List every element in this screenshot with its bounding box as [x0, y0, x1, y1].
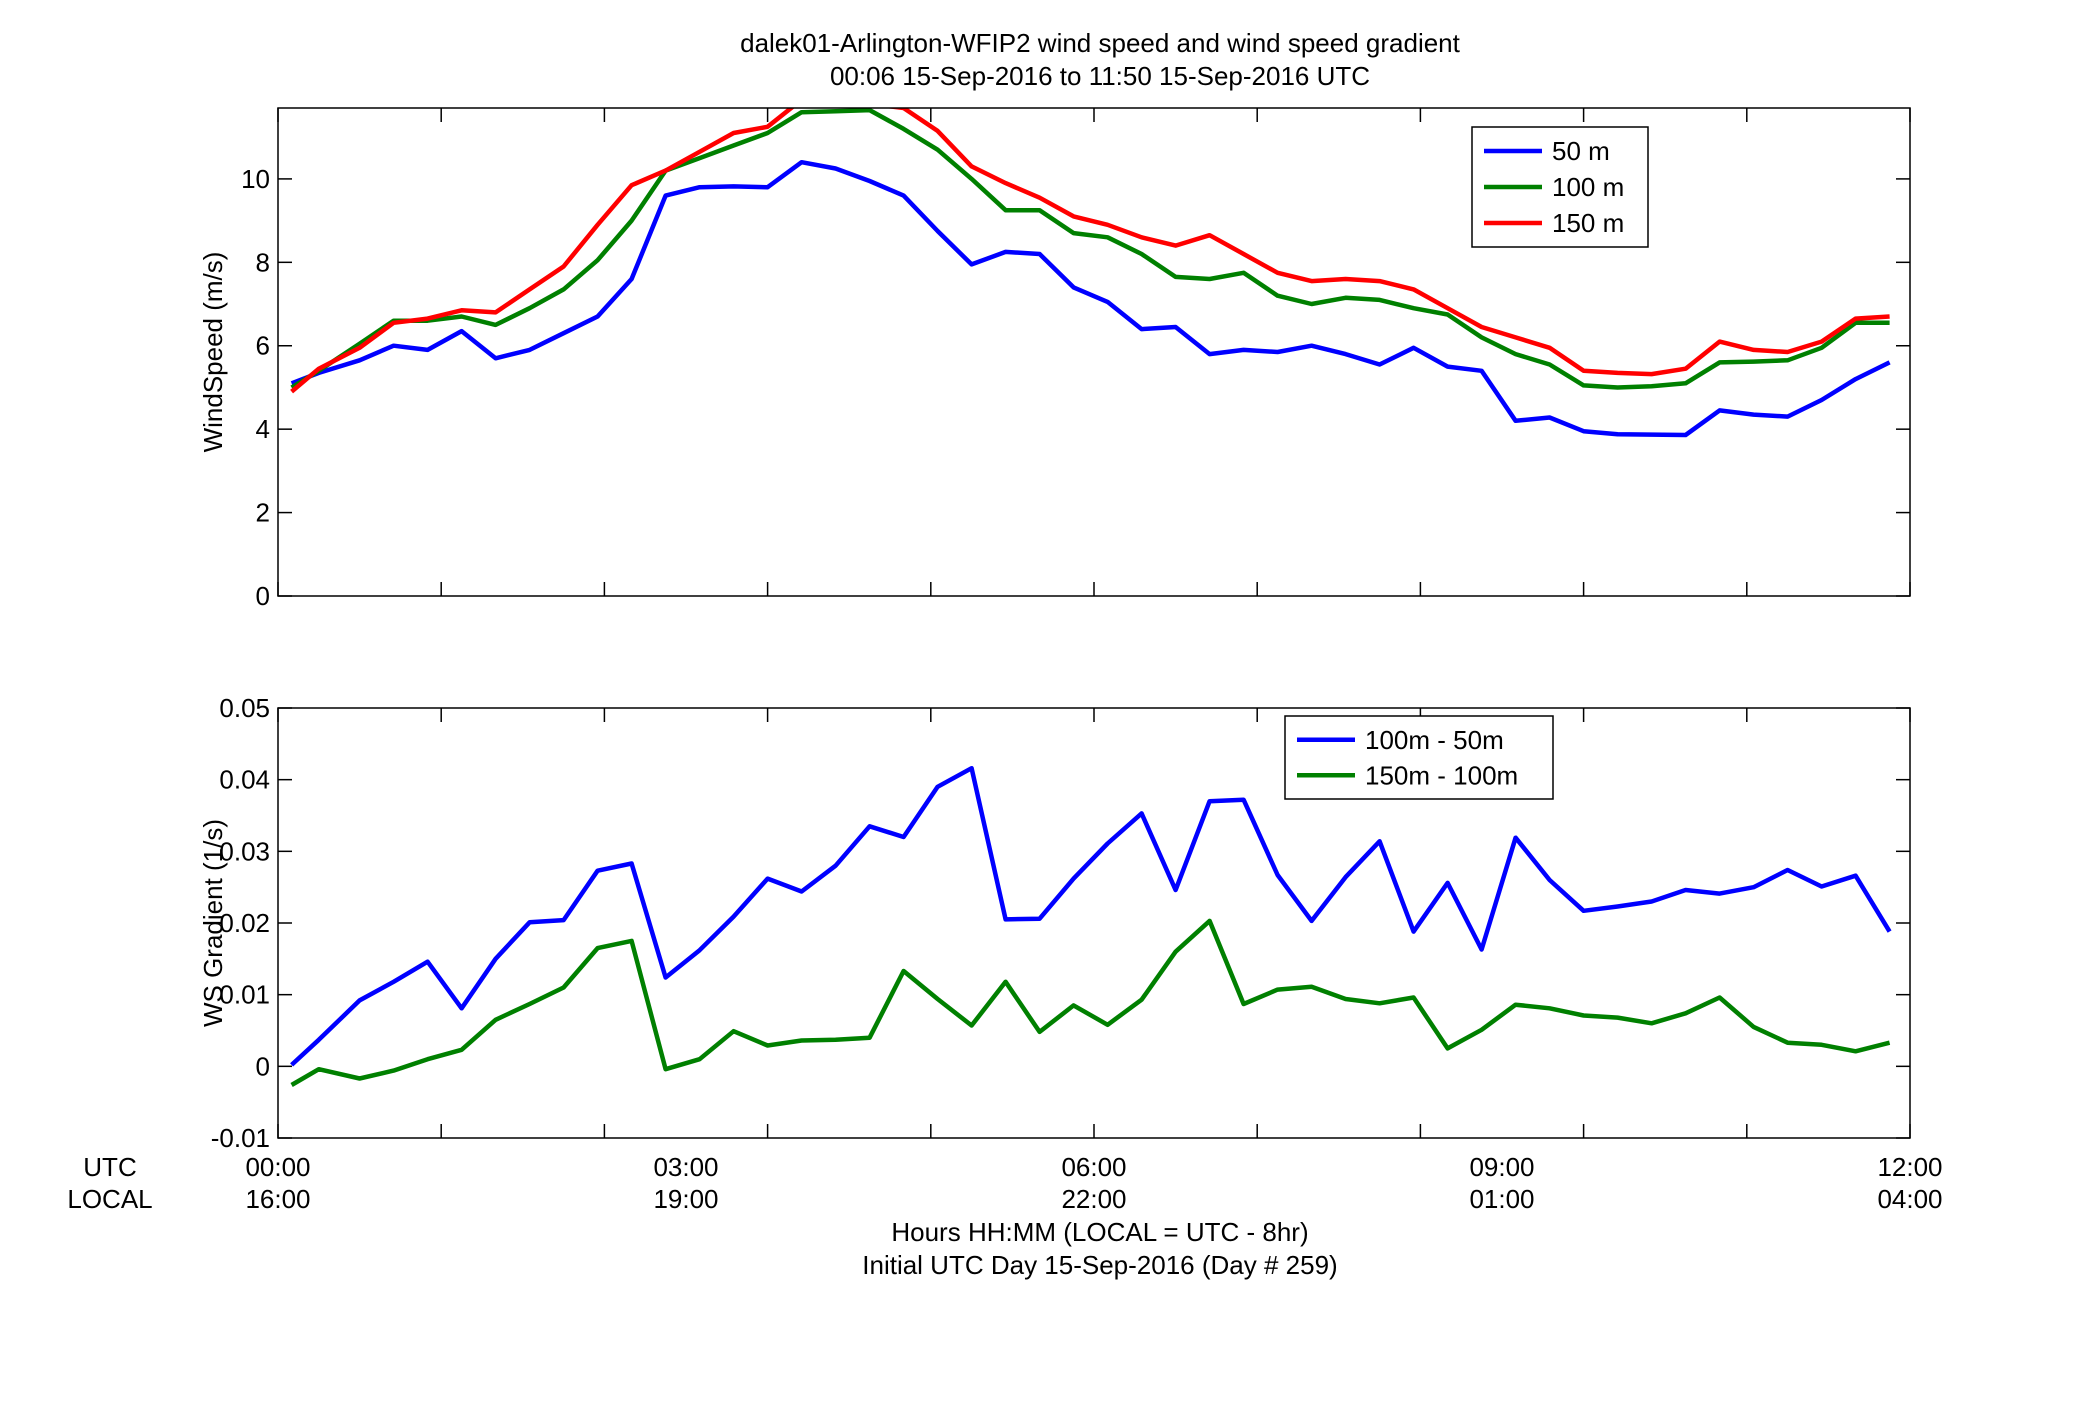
x-tick-label-utc: 00:00	[245, 1152, 310, 1182]
gradient-panel: -0.01 0 0.01 0.02 0.03 0.04 0.05 WS Gradient (1…	[198, 693, 1911, 1153]
y-axis-label: WS Gradient (1/s)	[198, 819, 228, 1027]
x-axis-label-line2: Initial UTC Day 15-Sep-2016 (Day # 259)	[862, 1250, 1337, 1280]
y-tick-label: 4	[256, 414, 270, 444]
chart-title-line1: dalek01-Arlington-WFIP2 wind speed and w…	[740, 28, 1461, 58]
legend-label: 150m - 100m	[1365, 760, 1518, 790]
legend-label: 150 m	[1552, 208, 1624, 238]
chart-title-line2: 00:06 15-Sep-2016 to 11:50 15-Sep-2016 U…	[830, 61, 1370, 91]
legend-label: 100 m	[1552, 172, 1624, 202]
series-line-50m	[290, 159, 1891, 438]
legend-label: 50 m	[1552, 136, 1610, 166]
x-tick-label-local: 22:00	[1061, 1184, 1126, 1214]
y-tick-label: 0.04	[219, 765, 270, 795]
x-tick-label-local: 16:00	[245, 1184, 310, 1214]
series-line-100m	[290, 108, 1890, 390]
y-tick-label: 0.05	[219, 693, 270, 723]
y-tick-label: 0	[256, 581, 270, 611]
x-tick-label-local: 19:00	[653, 1184, 718, 1214]
series-line-100m-50m	[290, 765, 1892, 1067]
series-line-150m	[290, 108, 1890, 394]
x-tick-label-local: 04:00	[1877, 1184, 1942, 1214]
y-tick-label: -0.01	[211, 1123, 270, 1153]
local-row-label: LOCAL	[67, 1184, 152, 1214]
legend-box	[1284, 715, 1554, 800]
y-tick-label: 0	[256, 1051, 270, 1081]
x-tick-label-utc: 09:00	[1469, 1152, 1534, 1182]
x-tick-label-utc: 06:00	[1061, 1152, 1126, 1182]
y-tick-label: 0.03	[219, 836, 270, 866]
y-axis-label: WindSpeed (m/s)	[198, 252, 228, 453]
x-axis-label-line1: Hours HH:MM (LOCAL = UTC - 8hr)	[891, 1217, 1308, 1247]
legend-label: 100m - 50m	[1365, 725, 1504, 755]
series-line-150m-100m	[290, 918, 1891, 1087]
windspeed-panel: 0 2 4 6 8 10 WindSpeed (m/s) 50 m 100 m 150 m	[198, 107, 1911, 611]
y-tick-label: 2	[256, 498, 270, 528]
y-tick-label: 6	[256, 331, 270, 361]
x-tick-label-local: 01:00	[1469, 1184, 1534, 1214]
x-tick-label-utc: 03:00	[653, 1152, 718, 1182]
plot-frame	[277, 707, 1911, 1139]
legend: 100m - 50m 150m - 100m	[1284, 715, 1554, 800]
y-tick-label: 8	[256, 247, 270, 277]
y-tick-label: 0.02	[219, 908, 270, 938]
y-tick-label: 0.01	[219, 980, 270, 1010]
utc-row-label: UTC	[83, 1152, 136, 1182]
x-tick-label-utc: 12:00	[1877, 1152, 1942, 1182]
y-tick-label: 10	[241, 164, 270, 194]
legend: 50 m 100 m 150 m	[1471, 126, 1649, 248]
